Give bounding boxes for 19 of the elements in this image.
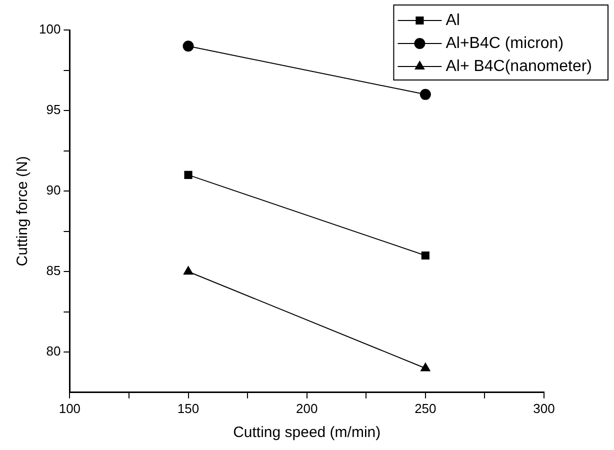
legend-label: Al+B4C (micron) (446, 34, 564, 52)
point (184, 170, 192, 179)
y-tick-label: 100 (38, 22, 61, 37)
y-tick-label: 95 (46, 102, 61, 118)
y-axis-title: Cutting force (N) (14, 156, 32, 266)
x-axis-title: Cutting speed (m/min) (233, 424, 381, 442)
x-tick-label: 100 (58, 400, 81, 416)
point (182, 40, 194, 52)
legend-label: Al (446, 12, 460, 29)
x-tick-label: 200 (296, 400, 318, 416)
point (420, 88, 431, 100)
legend-label: Al+ B4C(nanometer) (446, 58, 592, 75)
x-tick-label: 150 (177, 400, 200, 416)
y-tick-label: 85 (46, 263, 61, 278)
point (421, 251, 430, 260)
y-tick-label: 80 (46, 344, 61, 359)
x-tick-label: 300 (533, 400, 555, 416)
y-tick-label: 90 (46, 182, 61, 198)
x-tick-label: 250 (414, 400, 436, 416)
